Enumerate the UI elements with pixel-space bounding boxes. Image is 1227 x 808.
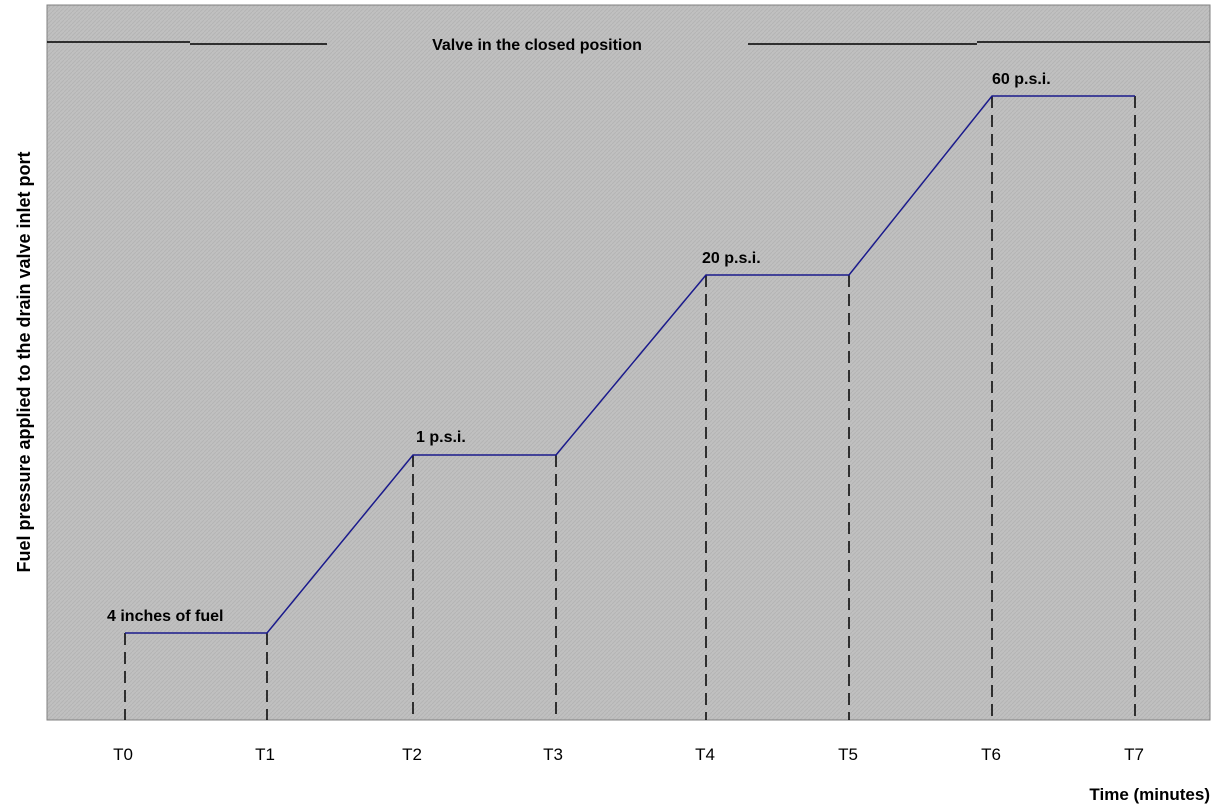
y-axis-label: Fuel pressure applied to the drain valve… [14,151,34,572]
step-label-1-psi: 1 p.s.i. [416,429,466,446]
x-tick-t1: T1 [255,745,275,764]
x-tick-t0: T0 [113,745,133,764]
x-tick-t7: T7 [1124,745,1144,764]
x-tick-labels: T0 T1 T2 T3 T4 T5 T6 T7 [113,745,1144,764]
step-label-60-psi: 60 p.s.i. [992,71,1051,88]
valve-state-label: Valve in the closed position [432,37,642,54]
plot-area [46,4,1211,721]
step-label-20-psi: 20 p.s.i. [702,250,761,267]
x-tick-t4: T4 [695,745,715,764]
x-tick-t6: T6 [981,745,1001,764]
step-label-4-inches: 4 inches of fuel [107,608,223,625]
x-tick-t5: T5 [838,745,858,764]
x-tick-t3: T3 [543,745,563,764]
x-axis-label: Time (minutes) [1089,785,1210,804]
x-tick-t2: T2 [402,745,422,764]
pressure-profile-line [125,95,1135,634]
time-markers [124,96,1136,720]
valve-state-annotation: Valve in the closed position [47,37,1210,54]
